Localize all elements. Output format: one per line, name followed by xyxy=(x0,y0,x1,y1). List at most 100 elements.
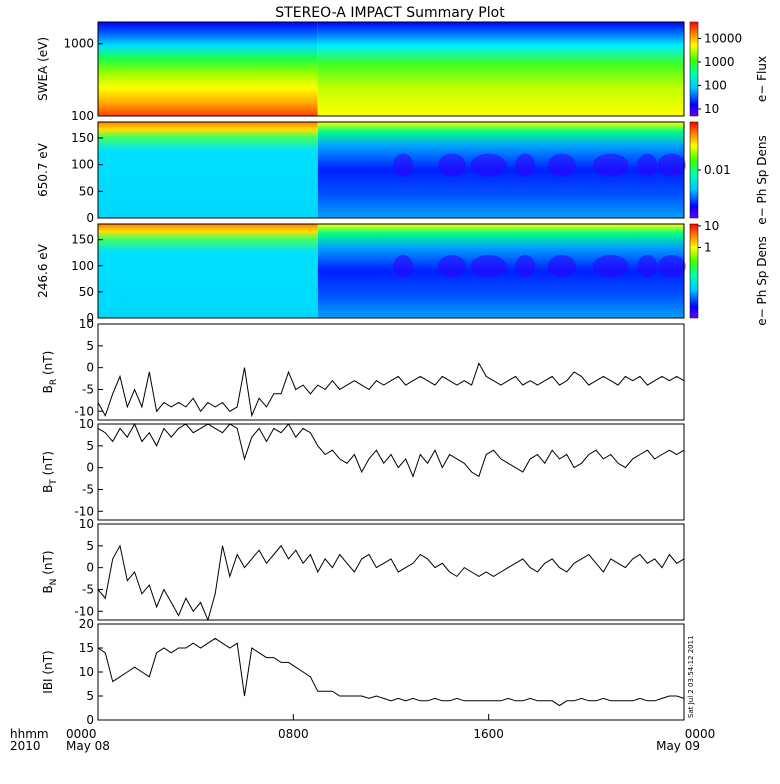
y-tick-label: 0 xyxy=(86,713,94,727)
y-tick-label: 0 xyxy=(86,461,94,475)
pa-blob xyxy=(657,255,686,278)
pa-blob xyxy=(592,153,629,177)
colorbar-label: e− Ph Sp Dens xyxy=(755,236,769,325)
y-tick-label: 0 xyxy=(86,361,94,375)
date-label: May 08 xyxy=(66,739,110,753)
pa-blob xyxy=(438,255,467,278)
colorbar xyxy=(689,223,699,319)
pa-blob xyxy=(393,255,414,278)
y-tick-label: 100 xyxy=(71,158,94,172)
colorbar-tick-label: 10000 xyxy=(704,31,742,45)
y-tick-label: 150 xyxy=(71,131,94,145)
colorbar-tick-label: 10 xyxy=(704,219,719,233)
y-tick-label: 5 xyxy=(86,539,94,553)
y-tick-label: 10 xyxy=(79,417,94,431)
y-label-main: B xyxy=(41,585,55,593)
pa-blob xyxy=(637,153,658,177)
swea-fill-pre xyxy=(98,22,318,116)
field-panel-3: 0 5 10 15 20 IBI (nT) xyxy=(41,617,685,727)
y-label-sub: N xyxy=(49,579,59,586)
y-tick-label: 150 xyxy=(71,233,94,247)
y-tick-label: 5 xyxy=(86,689,94,703)
y-tick-label: 50 xyxy=(79,184,94,198)
y-tick-label: 0 xyxy=(86,561,94,575)
colorbar-tick-label: 0.01 xyxy=(704,163,731,177)
colorbar-tick-label: 1 xyxy=(704,241,712,255)
year-label: 2010 xyxy=(10,739,41,753)
pa-blob xyxy=(547,153,576,177)
pa-blob xyxy=(657,153,686,177)
y-axis-label: BT (nT) xyxy=(41,451,59,493)
pa-fill-pre xyxy=(98,122,318,218)
pa-blob xyxy=(393,153,414,177)
y-tick-label: 100 xyxy=(71,109,94,123)
colorbar-label: e− Ph Sp Dens xyxy=(755,135,769,224)
y-tick-label: 0 xyxy=(86,311,94,325)
colorbar-tick-label: 100 xyxy=(704,78,727,92)
pa-blob xyxy=(515,153,536,177)
y-label-unit: (nT) xyxy=(41,351,55,379)
y-axis-label: BN (nT) xyxy=(41,550,59,593)
pa-blob xyxy=(637,255,658,278)
spectrogram-0: 100 1000 SWEA (eV) 10 100 1000 10000 e− Flux xyxy=(36,21,769,123)
panel-frame xyxy=(97,21,685,117)
y-tick-label: -5 xyxy=(82,582,94,596)
series-line-B_N xyxy=(97,544,685,622)
y-label-sub: T xyxy=(49,479,59,486)
y-axis-label: IBI (nT) xyxy=(41,650,55,693)
y-tick-label: 20 xyxy=(79,617,94,631)
colorbar-label: e− Flux xyxy=(755,56,769,102)
pa-fill-pre xyxy=(98,224,318,318)
y-label-unit: (nT) xyxy=(41,550,55,578)
swea-fill-post xyxy=(317,22,684,116)
chart-title: STEREO-A IMPACT Summary Plot xyxy=(275,5,505,21)
date-label: May 09 xyxy=(656,739,700,753)
y-label-main: B xyxy=(41,485,55,493)
x-tick-label: 0800 xyxy=(278,727,309,741)
field-panel-2: -10 -5 0 5 10 BN (nT) xyxy=(41,517,685,622)
pa-blob xyxy=(592,255,629,278)
pa-blob xyxy=(515,255,536,278)
y-tick-label: 100 xyxy=(71,259,94,273)
generation-stamp: Sat Jul 2 03:54:12 2011 xyxy=(687,635,695,718)
y-tick-label: -5 xyxy=(82,482,94,496)
y-axis-label: 246.6 eV xyxy=(36,243,50,298)
y-label-unit: (nT) xyxy=(41,451,55,479)
field-panel-1: -10 -5 0 5 10 BT (nT) xyxy=(41,417,685,521)
pa-blob xyxy=(470,153,507,177)
spectrogram-2: 0 50 100 150 246.6 eV 1 10 e− Ph Sp Dens xyxy=(36,219,769,326)
y-tick-label: 0 xyxy=(86,211,94,225)
y-tick-label: 5 xyxy=(86,339,94,353)
y-tick-label: -10 xyxy=(74,604,94,618)
y-tick-label: 50 xyxy=(79,285,94,299)
panel-frame xyxy=(97,223,685,319)
x-tick-label: 1600 xyxy=(473,727,504,741)
y-axis-label: SWEA (eV) xyxy=(36,37,50,101)
panel-frame xyxy=(97,423,685,521)
series-line-B_R xyxy=(97,362,685,418)
x-tick-label: 0000 xyxy=(66,727,97,741)
y-label-main: IBI xyxy=(41,678,55,693)
panel-frame xyxy=(97,323,685,421)
panel-frame xyxy=(97,523,685,621)
y-label-unit: (nT) xyxy=(41,650,55,678)
panel-frame xyxy=(97,121,685,219)
colorbar-tick-label: 1000 xyxy=(704,55,735,69)
colorbar-tick-label: 10 xyxy=(704,102,719,116)
y-label-main: B xyxy=(41,385,55,393)
time-header: hhmm xyxy=(10,727,49,741)
colorbar xyxy=(689,21,699,117)
series-line-|B| xyxy=(97,637,685,707)
y-tick-label: 5 xyxy=(86,439,94,453)
pa-blob xyxy=(438,153,467,177)
field-panel-0: -10 -5 0 5 10 BR (nT) xyxy=(41,317,685,421)
y-tick-label: 1000 xyxy=(63,37,94,51)
colorbar xyxy=(689,121,699,219)
y-axis-label: BR (nT) xyxy=(41,351,59,394)
series-line-B_T xyxy=(97,422,685,478)
y-label-sub: R xyxy=(49,379,59,385)
